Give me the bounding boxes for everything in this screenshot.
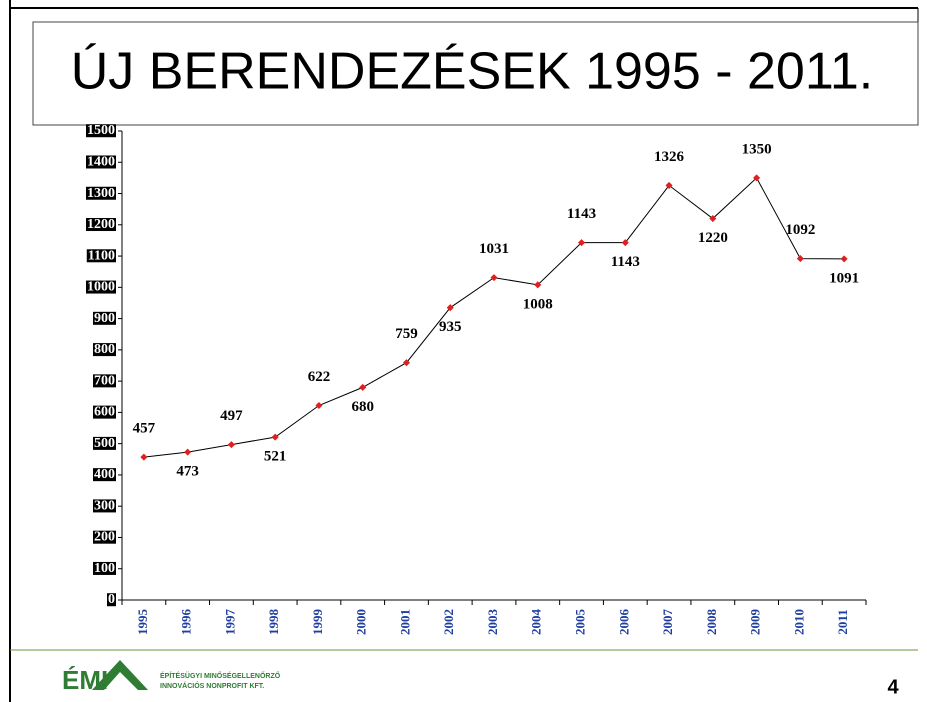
x-tick-label: 2006 (616, 609, 631, 636)
y-tick-label-bg (86, 155, 116, 169)
data-label: 1350 (742, 141, 772, 157)
marker (490, 274, 498, 282)
company-name: INNOVÁCIÓS NONPROFIT KFT. (160, 681, 264, 690)
marker (796, 255, 804, 263)
company-name: ÉPÍTÉSÜGYI MINŐSÉGELLENŐRZŐ (160, 671, 281, 680)
marker (753, 174, 761, 182)
data-label: 521 (264, 449, 287, 465)
data-label: 497 (220, 408, 243, 424)
y-tick-label: 1500 (87, 123, 115, 138)
x-tick-label: 2001 (397, 609, 412, 635)
data-label: 1092 (785, 222, 815, 238)
x-tick-label: 1997 (222, 609, 237, 636)
y-tick-label-bg (86, 218, 116, 232)
y-tick-label: 300 (94, 498, 115, 513)
data-label: 1091 (829, 270, 859, 286)
y-tick-label: 1100 (88, 248, 115, 263)
chart-title: ÚJ BERENDEZÉSEK 1995 - 2011. (71, 43, 874, 101)
data-label: 457 (133, 421, 156, 437)
y-tick-label: 1400 (87, 154, 115, 169)
y-tick-label-bg (107, 593, 116, 607)
y-tick-label-bg (86, 280, 116, 294)
marker (446, 304, 454, 312)
data-label: 1143 (611, 254, 640, 270)
data-label: 473 (176, 464, 199, 480)
data-label: 759 (395, 326, 418, 342)
y-tick-label: 600 (94, 405, 115, 420)
marker (534, 281, 542, 289)
y-tick-label: 1300 (87, 186, 115, 201)
data-label: 1031 (479, 241, 509, 257)
marker (402, 359, 411, 367)
y-tick-label: 500 (94, 436, 115, 451)
page-number: 4 (887, 676, 899, 698)
marker (227, 441, 235, 449)
x-tick-label: 2008 (704, 609, 719, 636)
y-tick-label: 700 (94, 373, 115, 388)
marker (315, 401, 323, 410)
marker (840, 255, 848, 263)
data-label: 1143 (567, 206, 596, 222)
x-tick-label: 2011 (835, 609, 850, 634)
y-tick-label: 200 (94, 530, 115, 545)
y-tick-label-bg (86, 186, 116, 200)
x-tick-label: 2004 (529, 609, 544, 636)
x-tick-label: 2009 (748, 609, 763, 636)
x-tick-label: 1998 (266, 609, 281, 636)
y-tick-label-bg (93, 561, 116, 575)
data-label: 622 (308, 369, 331, 385)
y-tick-label: 400 (94, 467, 115, 482)
marker (359, 383, 367, 391)
marker (271, 433, 279, 441)
y-tick-label-bg (93, 468, 116, 482)
title-box (32, 21, 919, 126)
y-tick-label-bg (93, 311, 116, 325)
y-tick-label-bg (93, 343, 116, 357)
x-tick-label: 1999 (310, 609, 325, 636)
logo-text: ÉMI (62, 665, 108, 695)
marker (577, 239, 586, 247)
y-tick-label: 1200 (87, 217, 115, 232)
x-tick-label: 1996 (179, 609, 194, 636)
y-tick-label-bg (93, 374, 116, 388)
y-tick-label: 100 (94, 561, 115, 576)
y-tick-label-bg (93, 436, 116, 450)
x-tick-label: 1995 (135, 609, 150, 636)
data-label: 1008 (523, 296, 553, 312)
data-label: 935 (439, 319, 462, 335)
data-label: 1326 (654, 149, 685, 165)
x-tick-label: 2003 (485, 609, 500, 636)
y-tick-label: 800 (94, 342, 115, 357)
marker (709, 215, 717, 223)
marker (184, 448, 192, 456)
data-label: 1220 (698, 230, 728, 246)
y-tick-label-bg (93, 499, 116, 513)
y-tick-label-bg (93, 530, 116, 544)
y-tick-label-bg (86, 249, 116, 263)
logo-icon (92, 660, 148, 690)
y-tick-label: 1000 (87, 280, 115, 295)
marker (665, 181, 673, 189)
y-tick-label: 900 (94, 311, 115, 326)
marker (621, 239, 629, 247)
y-tick-label: 0 (108, 592, 115, 607)
x-tick-label: 2005 (573, 609, 588, 636)
y-tick-label-bg (93, 405, 116, 419)
line (143, 177, 845, 458)
data-label: 680 (351, 399, 374, 415)
x-tick-label: 2007 (660, 609, 675, 636)
marker (140, 453, 148, 461)
y-tick-label-bg (86, 124, 116, 138)
x-tick-label: 2000 (354, 609, 369, 635)
x-tick-label: 2002 (441, 609, 456, 635)
x-tick-label: 2010 (791, 609, 806, 635)
